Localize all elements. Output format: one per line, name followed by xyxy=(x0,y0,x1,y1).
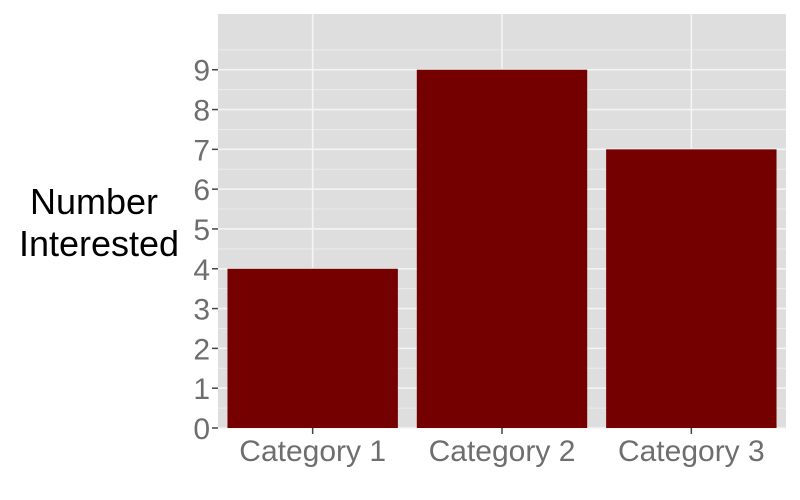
bar xyxy=(606,149,777,428)
y-tick-label: 9 xyxy=(193,55,210,88)
x-tick-label: Category 1 xyxy=(239,435,386,468)
y-tick-label: 5 xyxy=(193,214,210,247)
bar xyxy=(227,268,398,428)
x-tick-label: Category 2 xyxy=(429,435,576,468)
y-tick-label: 1 xyxy=(193,373,210,406)
y-tick-label: 2 xyxy=(193,333,210,366)
x-tick-label: Category 3 xyxy=(618,435,765,468)
y-tick-label: 7 xyxy=(193,134,210,167)
bars xyxy=(227,69,777,428)
y-tick-label: 3 xyxy=(193,294,210,327)
y-axis: 0 1 2 3 4 5 6 7 8 9 xyxy=(193,55,218,446)
x-axis: Category 1 Category 2 Category 3 xyxy=(239,428,765,468)
y-tick-label: 4 xyxy=(193,254,210,287)
y-axis-title-line-2: Interested xyxy=(19,223,179,264)
y-axis-title: Number Interested xyxy=(19,181,179,264)
y-axis-title-line-1: Number xyxy=(30,181,158,222)
y-tick-label: 8 xyxy=(193,95,210,128)
y-tick-label: 0 xyxy=(193,413,210,446)
bar xyxy=(416,69,588,428)
y-tick-label: 6 xyxy=(193,174,210,207)
